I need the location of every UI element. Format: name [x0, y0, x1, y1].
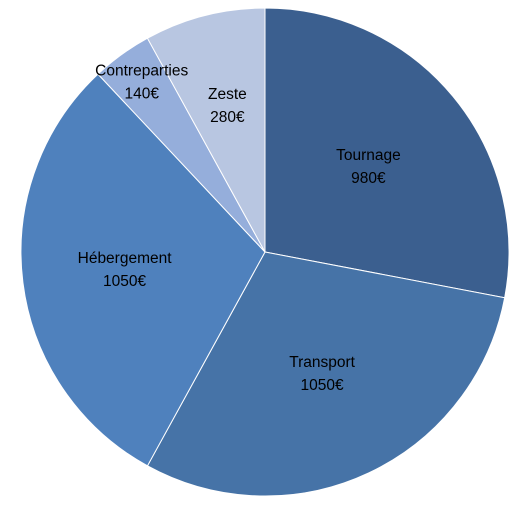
slice-category-label: Contreparties: [95, 63, 188, 80]
slice-category-label: Hébergement: [78, 250, 173, 267]
pie-slice-transport: [146, 251, 506, 497]
pie-labels: Tournage 980€ Transport 1050€ Hébergement 105…: [78, 63, 401, 394]
slice-value-label: 280€: [210, 109, 245, 126]
slice-category-label: Tournage: [336, 147, 401, 164]
slice-value-label: 980€: [351, 170, 386, 187]
pie-slice-hebergement: [20, 73, 266, 467]
slice-category-label: Transport: [289, 354, 355, 371]
pie-slices: [20, 7, 510, 497]
slice-value-label: 1050€: [301, 377, 344, 394]
slice-value-label: 1050€: [103, 273, 146, 290]
pie-slice-zeste: [146, 7, 266, 253]
pie-slice-tournage: [264, 7, 510, 299]
slice-category-label: Zeste: [208, 86, 247, 103]
slice-value-label: 140€: [124, 86, 159, 103]
